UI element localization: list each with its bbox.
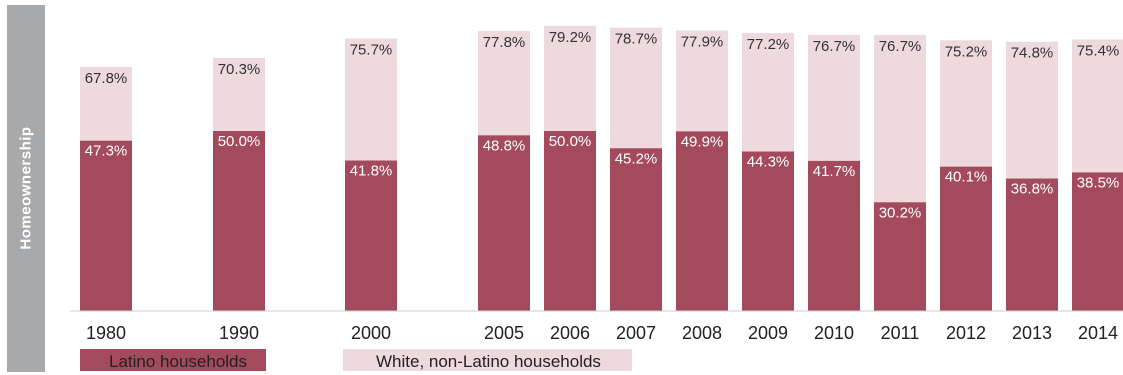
label-latino-2013: 36.8% — [1011, 181, 1054, 198]
label-latino-2011: 30.2% — [879, 204, 922, 221]
x-tick-2014: 2014 — [1078, 323, 1118, 343]
x-tick-1980: 1980 — [86, 323, 126, 343]
label-white-2014: 75.4% — [1077, 43, 1120, 60]
bar-latino-1990 — [213, 131, 265, 311]
label-latino-2008: 49.9% — [681, 133, 724, 150]
label-latino-2006: 50.0% — [549, 133, 592, 150]
x-tick-2009: 2009 — [748, 323, 788, 343]
label-latino-2005: 48.8% — [483, 137, 526, 154]
legend-swatch-white — [343, 349, 632, 371]
bar-latino-2006 — [544, 131, 596, 311]
label-white-2012: 75.2% — [945, 43, 988, 60]
x-tick-2007: 2007 — [616, 323, 656, 343]
label-white-1990: 70.3% — [218, 61, 261, 78]
x-tick-1990: 1990 — [219, 323, 259, 343]
label-white-2005: 77.8% — [483, 34, 526, 51]
legend-swatch-latino — [80, 349, 266, 371]
bar-latino-2000 — [345, 160, 397, 311]
label-white-2010: 76.7% — [813, 38, 856, 55]
label-white-1980: 67.8% — [85, 70, 128, 87]
x-tick-2006: 2006 — [550, 323, 590, 343]
bar-latino-2012 — [940, 166, 992, 311]
label-latino-2009: 44.3% — [747, 154, 790, 171]
label-white-2006: 79.2% — [549, 29, 592, 46]
side-label-bar — [7, 5, 45, 372]
label-latino-2014: 38.5% — [1077, 174, 1120, 191]
x-tick-2010: 2010 — [814, 323, 854, 343]
label-white-2009: 77.2% — [747, 36, 790, 53]
label-latino-2007: 45.2% — [615, 150, 658, 167]
x-axis-ticks: 1980 1990 2000 2005 2006 2007 2008 2009 2010 2011… — [86, 323, 1118, 343]
white-value-labels: 67.8% 70.3% 75.7% 77.8% 79.2% 78.7% 77.9% 77.2%… — [85, 29, 1120, 87]
label-white-2011: 76.7% — [879, 38, 922, 55]
label-latino-2000: 41.8% — [350, 163, 393, 180]
x-tick-2000: 2000 — [351, 323, 391, 343]
legend: Latino households White, non-Latino hous… — [80, 349, 632, 371]
bar-latino-2005 — [478, 135, 530, 311]
bar-latino-2013 — [1006, 178, 1058, 311]
legend-label-latino: Latino households — [109, 352, 247, 371]
bar-latino-2014 — [1072, 172, 1123, 311]
x-tick-2012: 2012 — [946, 323, 986, 343]
x-tick-2011: 2011 — [881, 323, 920, 343]
x-tick-2008: 2008 — [682, 323, 722, 343]
label-white-2000: 75.7% — [350, 41, 393, 58]
legend-label-white: White, non-Latino households — [376, 352, 601, 371]
label-latino-1980: 47.3% — [85, 143, 128, 160]
x-tick-2013: 2013 — [1012, 323, 1052, 343]
label-white-2007: 78.7% — [615, 31, 658, 48]
label-latino-2010: 41.7% — [813, 163, 856, 180]
bar-latino-2011 — [874, 202, 926, 311]
label-white-2013: 74.8% — [1011, 45, 1054, 62]
bar-latino-2009 — [742, 151, 794, 311]
bar-latino-2007 — [610, 148, 662, 311]
label-latino-1990: 50.0% — [218, 133, 261, 150]
bar-latino-1980 — [80, 140, 132, 311]
label-latino-2012: 40.1% — [945, 169, 988, 186]
label-white-2008: 77.9% — [681, 34, 724, 51]
x-tick-2005: 2005 — [484, 323, 524, 343]
latino-bars — [80, 131, 1123, 311]
latino-value-labels: 47.3% 50.0% 41.8% 48.8% 50.0% 45.2% 49.9% 44.3%… — [85, 133, 1120, 221]
bar-latino-2010 — [808, 160, 860, 311]
bar-latino-2008 — [676, 131, 728, 311]
